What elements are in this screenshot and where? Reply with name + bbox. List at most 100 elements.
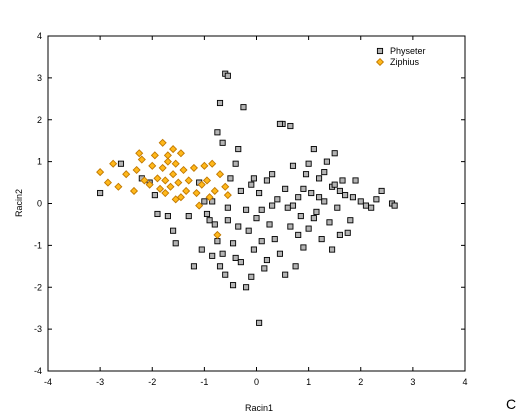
- physeter-point: [321, 169, 328, 176]
- x-tick-label: 2: [358, 377, 363, 387]
- ziphius-point: [169, 145, 178, 154]
- physeter-point: [368, 204, 375, 211]
- ziphius-point: [109, 159, 118, 168]
- y-axis-label: Racin2: [14, 189, 24, 217]
- ziphius-point: [213, 230, 222, 239]
- physeter-point: [222, 271, 229, 278]
- ziphius-point: [169, 170, 178, 179]
- physeter-point: [97, 189, 104, 197]
- physeter-point: [151, 192, 158, 199]
- ziphius-point: [140, 176, 149, 185]
- y-tick-label: -2: [34, 282, 42, 292]
- ziphius-point: [129, 186, 139, 195]
- x-axis-label: Racin1: [245, 403, 273, 413]
- physeter-point: [300, 185, 307, 192]
- ziphius-point: [189, 163, 198, 172]
- ziphius-point: [148, 161, 157, 170]
- physeter-point: [250, 175, 257, 182]
- physeter-point: [274, 196, 281, 203]
- physeter-point: [240, 104, 247, 111]
- legend-label-ziphius: Ziphius: [390, 57, 420, 67]
- physeter-point: [362, 202, 370, 209]
- physeter-point: [198, 246, 205, 253]
- physeter-point: [224, 204, 231, 211]
- physeter-point: [339, 177, 346, 184]
- physeter-point: [287, 122, 294, 130]
- ziphius-point: [150, 151, 159, 160]
- ziphius-point: [192, 188, 201, 198]
- physeter-point: [344, 229, 351, 236]
- ziphius-point: [184, 176, 193, 185]
- physeter-point: [256, 189, 263, 197]
- physeter-point: [154, 210, 161, 218]
- physeter-point: [295, 231, 302, 238]
- ziphius-point: [205, 193, 214, 202]
- physeter-point: [243, 206, 250, 213]
- physeter-point: [261, 265, 268, 272]
- physeter-point: [284, 204, 291, 211]
- physeter-point: [347, 217, 354, 224]
- ziphius-point: [135, 149, 144, 158]
- legend-marker-ziphius: [375, 57, 385, 67]
- physeter-point: [227, 175, 234, 182]
- physeter-point: [245, 227, 252, 234]
- physeter-point: [276, 120, 284, 127]
- physeter-point: [253, 215, 260, 222]
- physeter-point: [237, 259, 244, 266]
- physeter-point: [219, 139, 226, 146]
- ziphius-point: [163, 157, 172, 166]
- ziphius-point: [96, 168, 105, 177]
- physeter-point: [334, 204, 341, 211]
- physeter-point: [318, 236, 325, 243]
- ziphius-point: [161, 176, 170, 185]
- physeter-point: [300, 244, 307, 251]
- ziphius-point: [145, 180, 154, 189]
- ziphius-point: [215, 170, 225, 179]
- physeter-point: [235, 223, 242, 230]
- physeter-point: [297, 213, 304, 220]
- y-axis-ticks: -4 -3 -2 -1 0 1 2 3 4: [34, 31, 465, 376]
- ziphius-point: [179, 165, 188, 175]
- x-tick-label: -1: [200, 377, 208, 387]
- physeter-point: [185, 213, 192, 220]
- ziphius-point: [103, 178, 112, 187]
- physeter-point: [258, 206, 265, 213]
- physeter-point: [378, 187, 385, 194]
- ziphius-point: [202, 176, 212, 185]
- y-tick-label: 3: [37, 73, 42, 83]
- physeter-point: [172, 240, 179, 247]
- physeter-point: [229, 240, 237, 247]
- ziphius-point: [174, 178, 183, 187]
- ziphius-point: [153, 174, 162, 183]
- physeter-point: [209, 252, 216, 259]
- x-tick-label: -3: [96, 377, 104, 387]
- x-axis-ticks: -4 -3 -2 -1 0 1 2 3 4: [44, 36, 468, 387]
- physeter-point: [308, 189, 315, 197]
- physeter-point: [391, 202, 398, 209]
- ziphius-point: [166, 182, 175, 191]
- physeter-point: [206, 217, 213, 224]
- physeter-point: [117, 160, 125, 167]
- physeter-point: [305, 160, 312, 167]
- ziphius-point: [114, 182, 123, 191]
- ziphius-point: [171, 159, 180, 168]
- ziphius-point: [200, 161, 209, 170]
- physeter-point: [316, 194, 323, 201]
- ziphius-point: [122, 170, 131, 179]
- physeter-point: [276, 250, 284, 257]
- physeter-point: [329, 246, 336, 253]
- physeter-point: [316, 175, 323, 182]
- y-tick-label: -1: [34, 240, 42, 250]
- y-tick-label: -4: [34, 366, 42, 376]
- ziphius-point: [156, 184, 165, 193]
- physeter-point: [216, 99, 224, 107]
- ziphius-point: [210, 186, 219, 195]
- physeter-point: [263, 256, 270, 264]
- physeter-point: [214, 129, 221, 136]
- ziphius-point: [176, 149, 185, 158]
- physeter-point: [323, 158, 330, 165]
- physeter-point: [282, 271, 289, 278]
- ziphius-point: [208, 159, 217, 168]
- physeter-point: [295, 194, 302, 201]
